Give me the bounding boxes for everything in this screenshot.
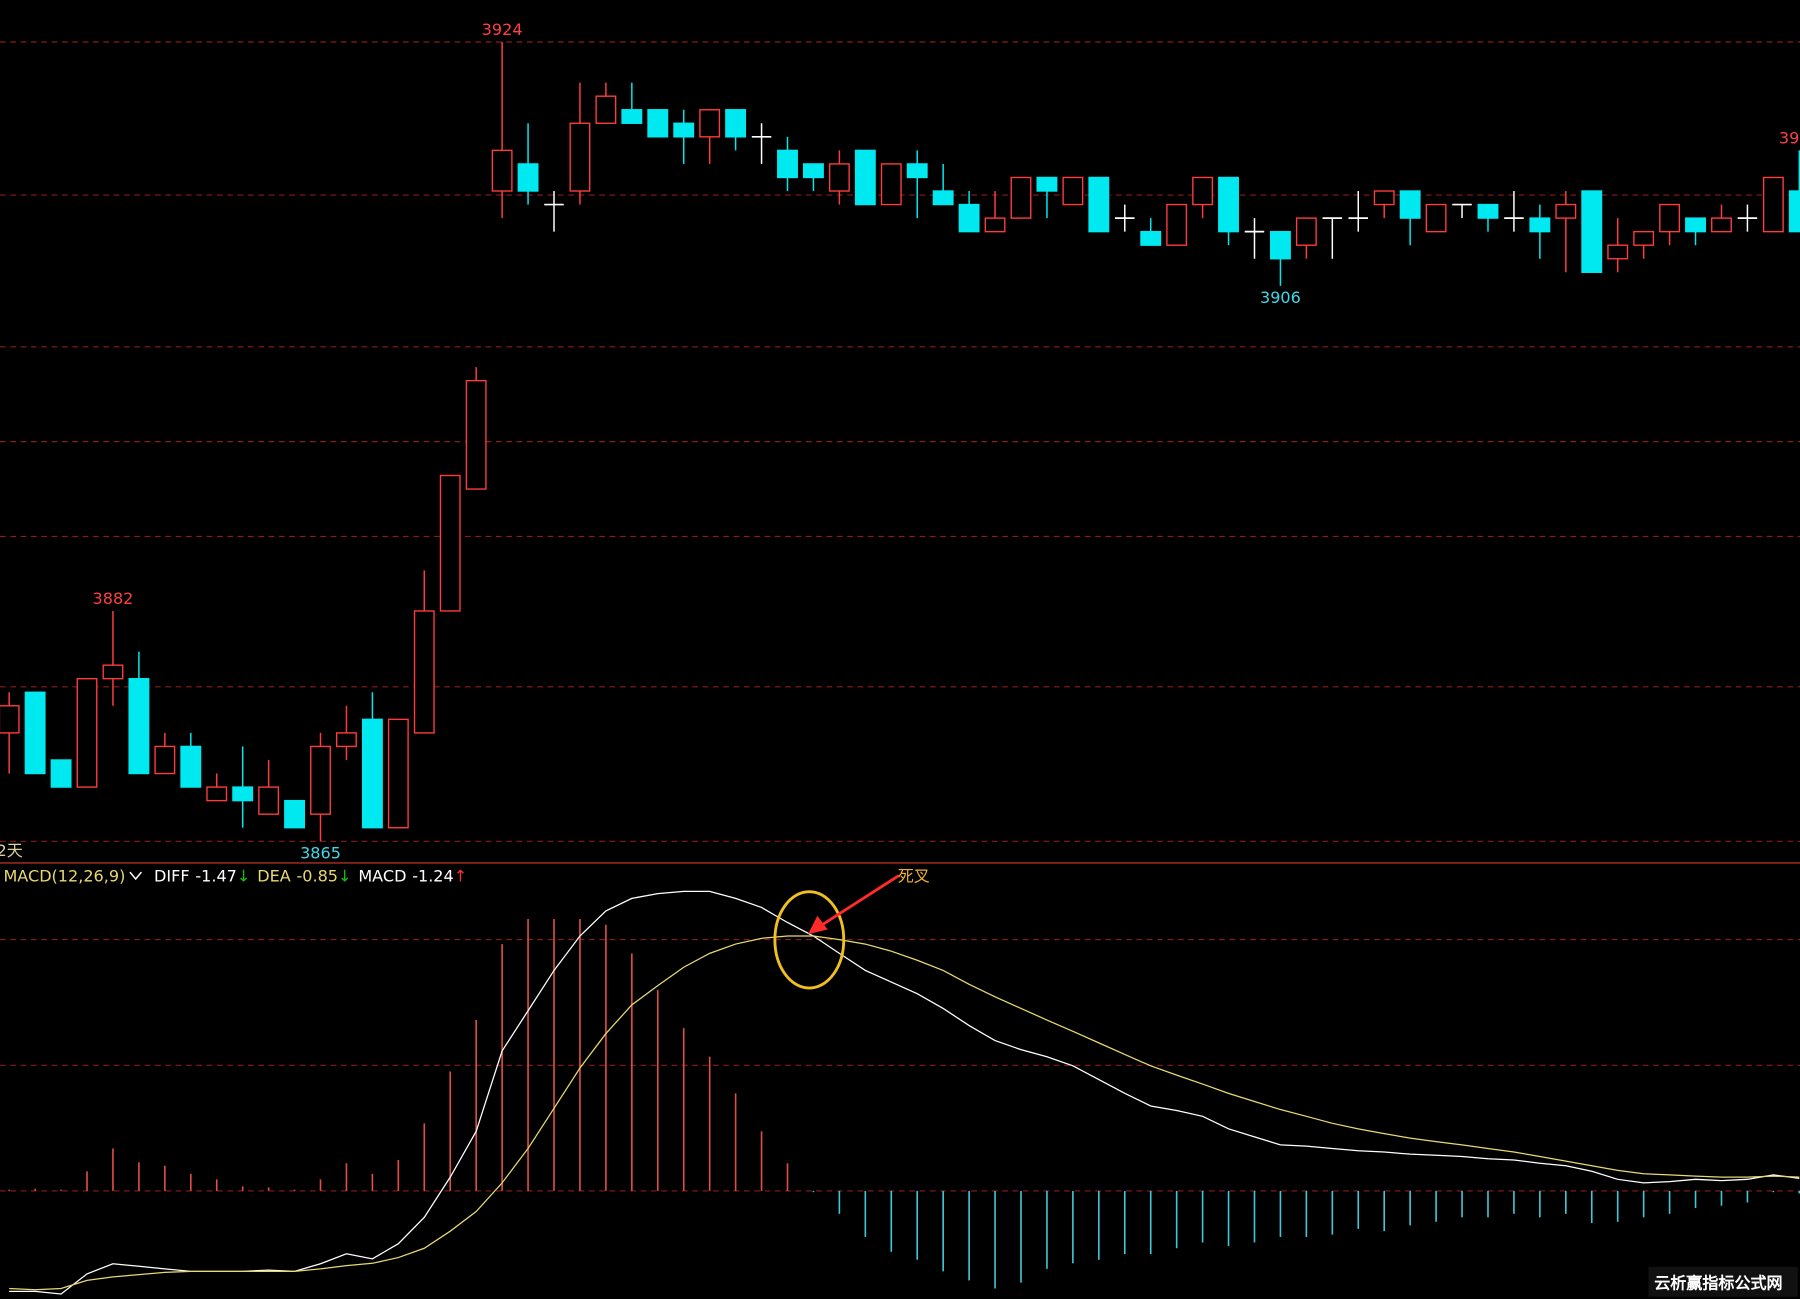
candle-body — [128, 678, 150, 775]
candle-body — [699, 109, 721, 138]
candle-body — [465, 379, 487, 490]
candle-body — [1555, 203, 1577, 219]
candle-body — [1088, 176, 1110, 233]
annotation-arrowhead — [808, 915, 828, 935]
high-label: 3882 — [93, 589, 134, 608]
candle-body — [491, 149, 513, 192]
candle-body — [932, 190, 954, 206]
legend-arrow: ↓ — [237, 866, 250, 885]
high-label: 3916 — [1779, 128, 1800, 147]
candle-body — [647, 109, 669, 138]
candle-body — [1659, 203, 1681, 233]
legend-arrow: ↑ — [454, 866, 467, 885]
candle-body — [673, 122, 695, 138]
annotation-text: 死叉 — [898, 866, 930, 885]
candle-body — [777, 149, 798, 179]
candle-body — [1477, 203, 1499, 219]
candle-body — [1762, 176, 1784, 233]
candle-body — [1218, 176, 1239, 233]
candle-body — [439, 474, 461, 612]
candle-body — [413, 610, 435, 734]
macd-line — [9, 935, 1800, 1291]
candle-body — [206, 786, 228, 802]
watermark: 云析赢指标公式网 — [1654, 1274, 1782, 1293]
annotation-arrow — [821, 874, 900, 927]
candle-body — [1373, 190, 1395, 206]
candle-body — [50, 759, 72, 788]
candle-body — [258, 786, 280, 815]
candle-body — [958, 203, 980, 233]
candle-body — [725, 109, 747, 138]
candle-body — [0, 705, 20, 734]
candle-body — [180, 745, 202, 788]
candle-body — [1607, 244, 1629, 260]
candle-body — [102, 664, 124, 680]
legend-value: -0.85 — [296, 866, 338, 885]
candle-body — [621, 109, 643, 124]
candle-body — [232, 786, 254, 802]
candle-body — [1166, 203, 1188, 246]
candle-body — [1192, 176, 1214, 206]
candle-body — [1581, 190, 1603, 273]
candle-body — [1711, 217, 1732, 233]
candle-body — [569, 122, 591, 192]
candle-body — [154, 745, 176, 775]
candle-body — [595, 95, 617, 124]
candle-body — [854, 149, 876, 206]
low-label: 3865 — [300, 843, 341, 862]
candle-body — [1425, 203, 1447, 233]
watermark-bg — [1648, 1266, 1798, 1297]
legend-name: MACD — [358, 866, 406, 885]
legend-value: -1.47 — [195, 866, 237, 885]
candle-body — [1269, 230, 1291, 260]
candle-body — [310, 745, 331, 815]
candle-body — [828, 163, 850, 192]
highlight-ellipse — [773, 890, 846, 990]
plot-layer: 3882 3924 3916 3865 3906 — [0, 20, 1800, 1295]
candle-body — [1529, 217, 1551, 233]
candle-body — [802, 163, 824, 179]
candle-body — [1685, 217, 1706, 233]
dropdown-icon[interactable] — [129, 871, 142, 881]
candle-body — [336, 732, 357, 748]
high-label: 3924 — [482, 20, 523, 39]
candle-body — [24, 691, 46, 775]
candle-body — [361, 718, 383, 829]
candle-body — [1036, 176, 1058, 192]
candle-body — [387, 718, 409, 829]
macd-line — [9, 890, 1800, 1295]
candle-body — [1788, 190, 1800, 233]
candle-body — [1295, 217, 1317, 246]
candle-body — [984, 217, 1006, 233]
candle-body — [1140, 230, 1162, 246]
candle-body — [517, 163, 539, 192]
legend-name: DIFF — [154, 866, 190, 885]
indicator-title: MACD(12,26,9) — [3, 866, 125, 885]
legend-arrow: ↓ — [338, 866, 351, 885]
candle-body — [880, 163, 902, 206]
candle-body — [906, 163, 928, 179]
candle-body — [1633, 230, 1655, 246]
legend-name: DEA — [257, 866, 291, 885]
period-label: 2天 — [0, 841, 23, 860]
legend-value: -1.24 — [412, 866, 454, 885]
candle-body — [284, 799, 306, 829]
candle-body — [1399, 190, 1421, 219]
low-label: 3906 — [1260, 288, 1301, 307]
candle-body — [1010, 176, 1032, 219]
candle-body — [76, 678, 98, 788]
candle-body — [1062, 176, 1084, 206]
